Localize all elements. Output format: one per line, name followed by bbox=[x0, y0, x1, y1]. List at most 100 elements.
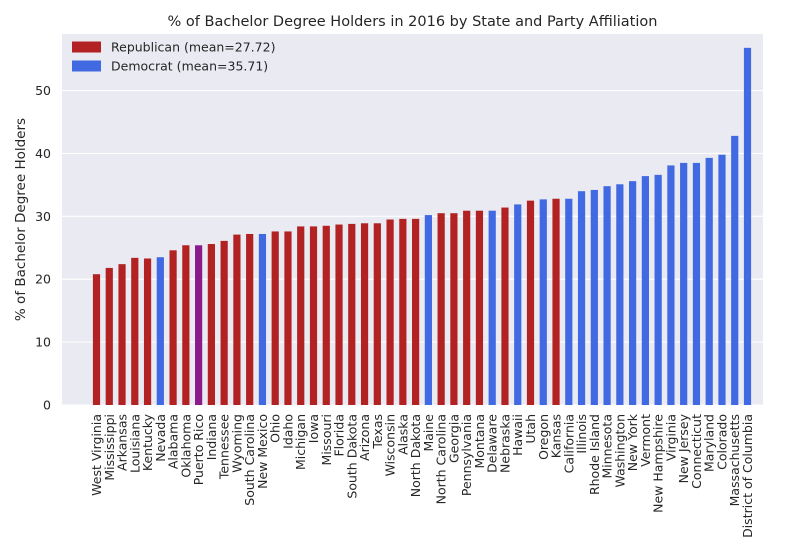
bar bbox=[692, 162, 701, 405]
y-tick-label: 30 bbox=[35, 209, 51, 224]
x-tick-label: South Carolina bbox=[242, 414, 257, 506]
bar bbox=[143, 258, 152, 405]
bar bbox=[667, 165, 675, 405]
x-tick-label: Arkansas bbox=[115, 414, 130, 471]
bar bbox=[731, 135, 739, 405]
y-axis-title: % of Bachelor Degree Holders bbox=[13, 118, 29, 321]
x-tick-label: Nevada bbox=[153, 414, 168, 462]
x-tick-label: Pennsylvania bbox=[459, 414, 474, 496]
x-tick-label: Hawaii bbox=[510, 414, 525, 456]
bar bbox=[424, 215, 432, 405]
x-axis-labels: West VirginiaMississippiArkansasLouisian… bbox=[89, 413, 755, 538]
bar bbox=[463, 210, 471, 405]
x-tick-label: Texas bbox=[370, 414, 385, 450]
bar bbox=[565, 198, 573, 405]
x-tick-label: Indiana bbox=[204, 414, 219, 460]
x-tick-label: Florida bbox=[332, 414, 347, 457]
x-tick-label: Kentucky bbox=[140, 413, 155, 471]
x-tick-label: Washington bbox=[612, 414, 627, 487]
chart-title: % of Bachelor Degree Holders in 2016 by … bbox=[168, 14, 658, 30]
bar bbox=[641, 176, 649, 405]
bar bbox=[360, 223, 369, 405]
bar bbox=[590, 189, 598, 405]
x-tick-label: North Carolina bbox=[434, 414, 449, 504]
x-tick-label: West Virginia bbox=[89, 414, 104, 496]
bar bbox=[118, 264, 126, 405]
x-tick-label: Oklahoma bbox=[178, 414, 193, 478]
x-tick-label: Maryland bbox=[702, 414, 717, 472]
bar bbox=[616, 184, 624, 405]
bar bbox=[399, 218, 407, 405]
x-tick-label: Alaska bbox=[395, 414, 410, 455]
x-tick-label: New Jersey bbox=[676, 413, 691, 483]
bar bbox=[488, 210, 496, 405]
bar bbox=[412, 218, 420, 405]
x-tick-label: New Hampshire bbox=[651, 414, 666, 513]
bar bbox=[271, 231, 279, 405]
x-tick-label: North Dakota bbox=[408, 414, 423, 497]
x-tick-label: Idaho bbox=[280, 414, 295, 449]
y-tick-label: 0 bbox=[43, 398, 51, 413]
x-tick-label: Georgia bbox=[446, 414, 461, 463]
x-tick-label: Iowa bbox=[306, 414, 321, 443]
bar bbox=[131, 257, 139, 405]
y-tick-label: 40 bbox=[35, 146, 51, 161]
bar bbox=[577, 191, 586, 405]
x-tick-label: New York bbox=[625, 413, 640, 471]
bar bbox=[348, 223, 356, 405]
x-tick-label: New Mexico bbox=[255, 414, 270, 489]
bar bbox=[603, 186, 611, 405]
x-tick-label: Delaware bbox=[485, 414, 500, 473]
x-tick-label: Michigan bbox=[293, 414, 308, 470]
bar bbox=[743, 47, 752, 406]
bar bbox=[539, 199, 547, 405]
x-tick-label: Rhode Island bbox=[587, 414, 602, 495]
legend: Republican (mean=27.72) Democrat (mean=35… bbox=[72, 40, 275, 74]
x-tick-label: Vermont bbox=[638, 414, 653, 467]
bar bbox=[156, 257, 164, 405]
x-tick-label: Tennessee bbox=[217, 414, 232, 480]
x-tick-label: Wisconsin bbox=[383, 414, 398, 476]
bar bbox=[705, 157, 713, 405]
x-tick-label: Colorado bbox=[714, 414, 729, 470]
bar bbox=[373, 223, 381, 405]
x-tick-label: Kansas bbox=[549, 414, 564, 458]
bar bbox=[450, 213, 458, 405]
bar bbox=[258, 233, 267, 405]
y-tick-label: 20 bbox=[35, 272, 51, 287]
x-tick-label: Mississippi bbox=[102, 414, 117, 481]
bar bbox=[514, 204, 522, 405]
bar bbox=[220, 240, 228, 405]
y-tick-label: 50 bbox=[35, 83, 51, 98]
bar bbox=[475, 210, 484, 405]
bar bbox=[297, 226, 305, 405]
x-tick-label: Ohio bbox=[268, 414, 283, 443]
x-tick-label: Virginia bbox=[663, 414, 678, 461]
bar bbox=[309, 226, 318, 405]
x-tick-label: Massachusetts bbox=[727, 414, 742, 506]
x-tick-label: Missouri bbox=[319, 414, 334, 465]
y-tick-label: 10 bbox=[35, 335, 51, 350]
legend-label: Democrat (mean=35.71) bbox=[111, 59, 268, 74]
bar bbox=[246, 233, 254, 405]
legend-swatch bbox=[72, 41, 101, 53]
bars bbox=[92, 47, 752, 406]
x-tick-label: Wyoming bbox=[229, 414, 244, 473]
legend-label: Republican (mean=27.72) bbox=[111, 40, 275, 55]
x-tick-label: Alabama bbox=[166, 414, 181, 469]
bar bbox=[207, 244, 215, 405]
bar bbox=[182, 245, 190, 405]
bar bbox=[501, 207, 509, 405]
legend-swatch bbox=[72, 60, 101, 72]
bar bbox=[654, 174, 662, 405]
bar bbox=[526, 200, 535, 405]
x-tick-label: Nebraska bbox=[497, 414, 512, 473]
x-tick-label: Illinois bbox=[574, 414, 589, 454]
x-tick-label: Connecticut bbox=[689, 414, 704, 489]
x-tick-label: District of Columbia bbox=[740, 414, 755, 538]
bar bbox=[233, 234, 241, 405]
x-tick-label: Montana bbox=[472, 414, 487, 469]
bar bbox=[680, 162, 688, 405]
bar bbox=[284, 231, 292, 405]
